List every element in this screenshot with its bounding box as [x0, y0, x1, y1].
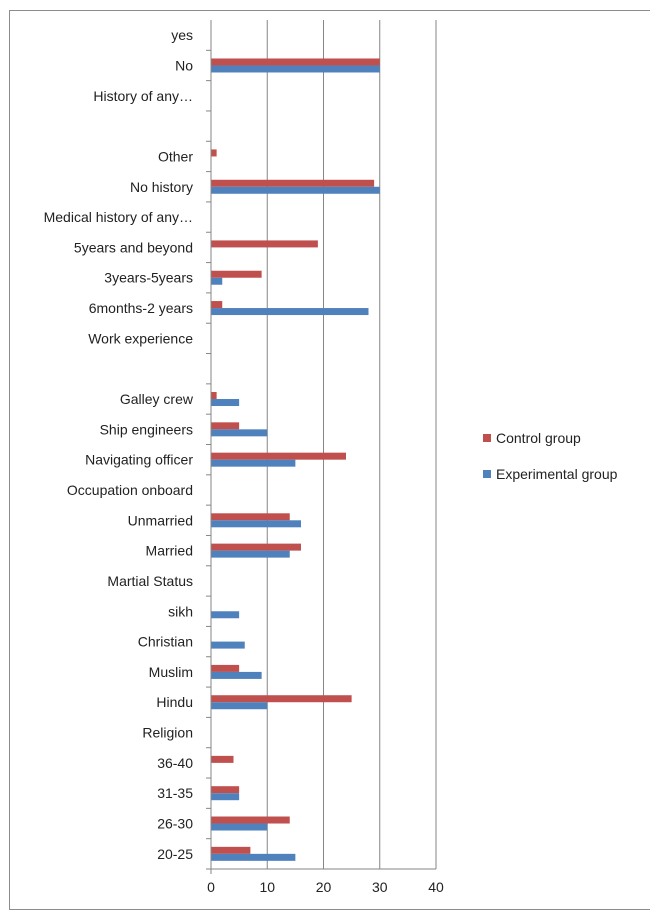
bar-control-group	[211, 179, 375, 187]
category-label: Hindu	[156, 694, 193, 710]
bar-control-group	[211, 786, 240, 794]
bar-experimental-group	[211, 277, 223, 285]
bar-experimental-group	[211, 702, 268, 710]
category-label: Christian	[138, 634, 193, 650]
x-tick-label: 0	[207, 879, 215, 895]
category-label: Medical history of any…	[44, 209, 193, 225]
bar-experimental-group	[211, 459, 296, 467]
bar-control-group	[211, 392, 217, 400]
x-tick-labels: 0 10 20 30 40	[207, 879, 444, 895]
bar-experimental-group	[211, 520, 301, 528]
category-label: 3years-5years	[104, 270, 193, 286]
category-label: Ship engineers	[100, 421, 193, 437]
bar-experimental-group	[211, 793, 240, 801]
category-label: 6months-2 years	[89, 300, 193, 316]
legend-label: Experimental group	[496, 466, 618, 482]
bar-control-group	[211, 301, 223, 309]
bar-experimental-group	[211, 641, 245, 649]
category-label: 20-25	[157, 846, 193, 862]
bar-control-group	[211, 664, 240, 672]
bar-control-group	[211, 513, 290, 521]
bar-control-group	[211, 149, 217, 157]
legend-label: Control group	[496, 430, 581, 446]
bar-control-group	[211, 755, 234, 763]
category-label: Galley crew	[120, 391, 194, 407]
x-tick-label: 40	[428, 879, 444, 895]
bar-experimental-group	[211, 853, 296, 861]
legend-swatch	[483, 470, 491, 478]
axes	[206, 20, 436, 874]
category-label: Martial Status	[107, 573, 193, 589]
bar-control-group	[211, 452, 346, 460]
bar-control-group	[211, 543, 301, 551]
category-label: Unmarried	[128, 512, 193, 528]
bar-experimental-group	[211, 611, 240, 619]
legend-swatch	[483, 434, 491, 442]
legend: Control group Experimental group	[483, 430, 618, 482]
bar-experimental-group	[211, 550, 290, 558]
bar-control-group	[211, 846, 251, 854]
category-label: yes	[171, 27, 193, 43]
bar-experimental-group	[211, 823, 268, 831]
bar-control-group	[211, 270, 262, 278]
category-label: No	[175, 57, 193, 73]
category-label: History of any…	[93, 88, 193, 104]
bar-control-group	[211, 422, 240, 430]
category-label: 36-40	[157, 755, 193, 771]
bar-control-group	[211, 816, 290, 824]
category-labels: 20-25 26-30 31-35 36-40 Religion Hindu Muslim C…	[44, 27, 194, 862]
bar-experimental-group	[211, 429, 268, 437]
category-label: sikh	[168, 603, 193, 619]
category-label: Muslim	[149, 664, 193, 680]
x-tick-label: 10	[259, 879, 275, 895]
category-label: No history	[130, 179, 193, 195]
bar-experimental-group	[211, 671, 262, 679]
bar-control-group	[211, 240, 318, 248]
bar-control-group	[211, 695, 352, 703]
category-label: 5years and beyond	[74, 239, 193, 255]
category-label: Occupation onboard	[67, 482, 193, 498]
bar-experimental-group	[211, 65, 380, 73]
bar-control-group	[211, 58, 380, 66]
bar-experimental-group	[211, 186, 380, 194]
bar-experimental-group	[211, 308, 369, 316]
category-label: 26-30	[157, 816, 193, 832]
category-label: Work experience	[88, 330, 193, 346]
gridlines	[266, 20, 437, 869]
bars	[211, 58, 380, 861]
category-label: 31-35	[157, 785, 193, 801]
category-label: Other	[158, 148, 193, 164]
category-label: Married	[146, 543, 193, 559]
x-tick-label: 20	[316, 879, 332, 895]
category-label: Navigating officer	[85, 452, 193, 468]
x-tick-label: 30	[372, 879, 388, 895]
bar-experimental-group	[211, 399, 240, 407]
category-label: Religion	[142, 725, 193, 741]
